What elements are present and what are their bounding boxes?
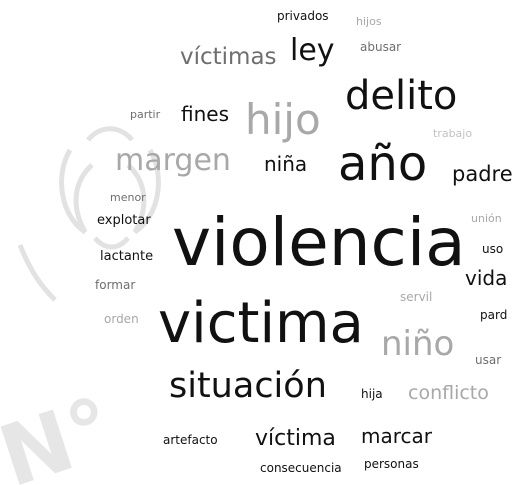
cloud-word: año xyxy=(338,136,428,192)
cloud-word: pard xyxy=(480,308,508,322)
cloud-word: uso xyxy=(482,242,504,256)
cloud-word: niño xyxy=(381,324,455,364)
cloud-word: víctimas xyxy=(180,44,277,70)
cloud-word: abusar xyxy=(360,40,402,54)
cloud-word: situación xyxy=(169,366,327,406)
cloud-word: niña xyxy=(264,152,308,176)
cloud-word: consecuencia xyxy=(260,461,342,475)
cloud-word: personas xyxy=(364,457,419,471)
cloud-word: usar xyxy=(475,353,502,367)
cloud-word: víctima xyxy=(255,426,336,451)
cloud-word: trabajo xyxy=(433,127,473,140)
cloud-word: unión xyxy=(471,212,502,225)
cloud-word: lactante xyxy=(100,249,154,264)
cloud-word: partir xyxy=(130,108,161,121)
cloud-word: orden xyxy=(104,312,139,326)
cloud-word: padre xyxy=(452,162,513,186)
cloud-word: hija xyxy=(361,387,383,401)
cloud-word: menor xyxy=(110,191,146,204)
cloud-word: ley xyxy=(290,33,335,68)
cloud-word: vida xyxy=(465,266,508,290)
cloud-word: formar xyxy=(95,278,136,292)
cloud-word: marcar xyxy=(361,424,432,448)
cloud-word: privados xyxy=(277,9,329,23)
cloud-word: conflicto xyxy=(408,382,489,404)
cloud-word: delito xyxy=(345,73,458,119)
cloud-word: explotar xyxy=(97,213,151,228)
cloud-word: violencia xyxy=(172,204,466,281)
cloud-word: hijos xyxy=(356,15,382,28)
cloud-word: artefacto xyxy=(163,433,218,447)
cloud-word: fines xyxy=(181,102,229,126)
cloud-word: servil xyxy=(400,290,433,304)
cloud-word: margen xyxy=(115,143,231,178)
cloud-word: victima xyxy=(158,291,364,356)
cloud-word: hijo xyxy=(245,95,321,144)
